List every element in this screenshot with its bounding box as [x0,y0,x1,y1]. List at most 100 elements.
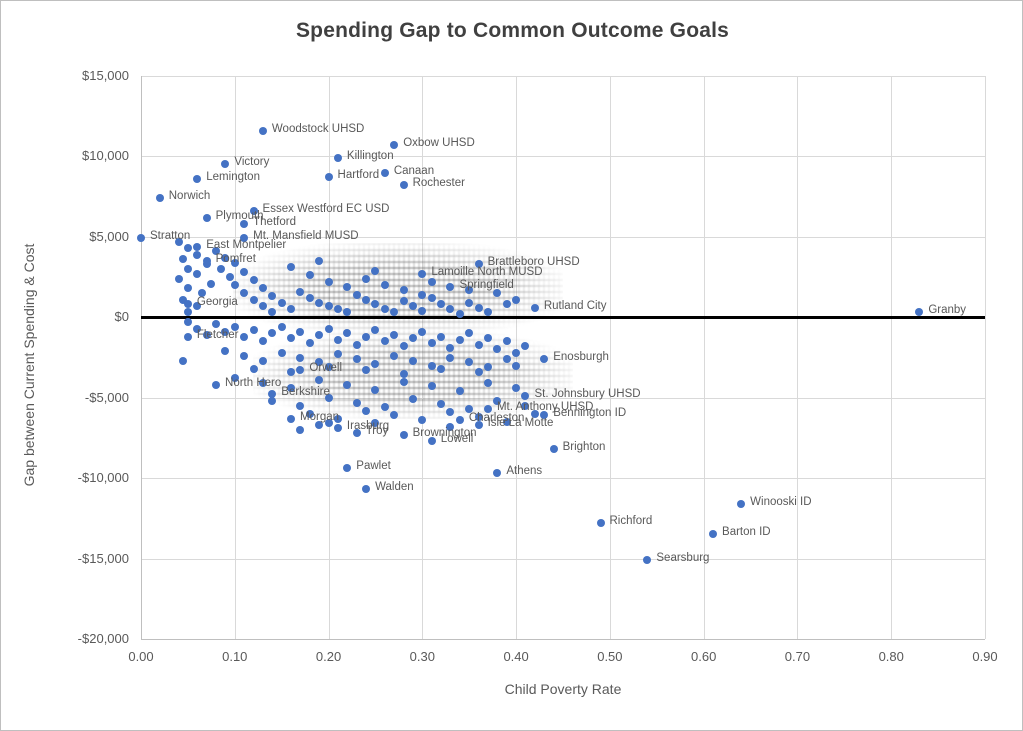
data-point[interactable] [512,384,521,393]
data-point[interactable] [427,382,436,391]
data-point[interactable] [183,308,192,317]
data-point[interactable] [193,250,202,259]
data-point[interactable] [343,282,352,291]
data-point[interactable] [174,274,183,283]
data-point[interactable] [333,414,342,423]
data-point[interactable] [287,414,296,423]
data-point[interactable] [362,366,371,375]
data-point[interactable] [465,404,474,413]
data-point[interactable] [296,327,305,336]
data-point[interactable] [324,363,333,372]
data-point[interactable] [287,334,296,343]
data-point[interactable] [183,300,192,309]
data-point[interactable] [493,289,502,298]
data-point[interactable] [212,319,221,328]
data-point[interactable] [502,337,511,346]
data-point[interactable] [324,419,333,428]
data-point[interactable] [193,324,202,333]
data-point[interactable] [390,351,399,360]
data-point[interactable] [197,289,206,298]
data-point[interactable] [324,277,333,286]
data-point[interactable] [390,141,399,150]
data-point[interactable] [643,556,652,565]
data-point[interactable] [249,207,258,216]
data-point[interactable] [418,290,427,299]
data-point[interactable] [446,343,455,352]
data-point[interactable] [399,430,408,439]
data-point[interactable] [437,300,446,309]
data-point[interactable] [315,358,324,367]
data-point[interactable] [399,285,408,294]
data-point[interactable] [305,271,314,280]
data-point[interactable] [474,340,483,349]
data-point[interactable] [502,417,511,426]
data-point[interactable] [315,330,324,339]
data-point[interactable] [483,363,492,372]
data-point[interactable] [287,263,296,272]
data-point[interactable] [268,292,277,301]
data-point[interactable] [305,293,314,302]
data-point[interactable] [268,308,277,317]
data-point[interactable] [427,339,436,348]
data-point[interactable] [427,361,436,370]
data-point[interactable] [915,308,924,317]
data-point[interactable] [333,154,342,163]
data-point[interactable] [530,409,539,418]
data-point[interactable] [418,416,427,425]
data-point[interactable] [437,332,446,341]
data-point[interactable] [202,330,211,339]
data-point[interactable] [333,305,342,314]
data-point[interactable] [380,337,389,346]
data-point[interactable] [183,244,192,253]
data-point[interactable] [455,387,464,396]
data-point[interactable] [390,411,399,420]
data-point[interactable] [455,416,464,425]
data-point[interactable] [352,355,361,364]
data-point[interactable] [343,464,352,473]
data-point[interactable] [230,258,239,267]
data-point[interactable] [437,400,446,409]
data-point[interactable] [352,398,361,407]
data-point[interactable] [324,393,333,402]
data-point[interactable] [362,295,371,304]
data-point[interactable] [371,419,380,428]
data-point[interactable] [352,290,361,299]
data-point[interactable] [240,268,249,277]
data-point[interactable] [530,303,539,312]
data-point[interactable] [737,499,746,508]
data-point[interactable] [183,318,192,327]
data-point[interactable] [240,351,249,360]
data-point[interactable] [221,327,230,336]
data-point[interactable] [512,361,521,370]
data-point[interactable] [324,302,333,311]
data-point[interactable] [315,298,324,307]
data-point[interactable] [277,348,286,357]
data-point[interactable] [408,302,417,311]
data-point[interactable] [380,403,389,412]
data-point[interactable] [493,396,502,405]
data-point[interactable] [287,384,296,393]
data-point[interactable] [390,308,399,317]
data-point[interactable] [343,329,352,338]
data-point[interactable] [540,411,549,420]
data-point[interactable] [446,282,455,291]
data-point[interactable] [216,265,225,274]
data-point[interactable] [474,413,483,422]
data-point[interactable] [315,256,324,265]
data-point[interactable] [155,194,164,203]
data-point[interactable] [240,332,249,341]
data-point[interactable] [380,305,389,314]
data-point[interactable] [230,322,239,331]
data-point[interactable] [493,469,502,478]
data-point[interactable] [493,345,502,354]
data-point[interactable] [305,409,314,418]
data-point[interactable] [249,295,258,304]
data-point[interactable] [343,380,352,389]
data-point[interactable] [371,300,380,309]
data-point[interactable] [221,253,230,262]
data-point[interactable] [226,273,235,282]
data-point[interactable] [455,310,464,319]
data-point[interactable] [371,326,380,335]
data-point[interactable] [287,367,296,376]
data-point[interactable] [221,160,230,169]
